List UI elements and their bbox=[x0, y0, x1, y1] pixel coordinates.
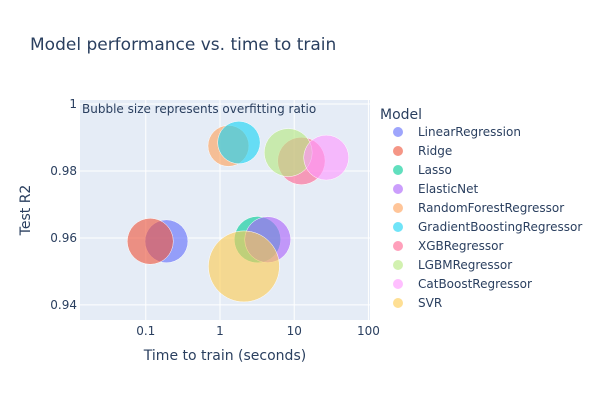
x-axis-ticks: 0.1 1 10 100 bbox=[136, 324, 380, 338]
y-tick-label: 1 bbox=[69, 97, 77, 111]
legend-label: Ridge bbox=[418, 144, 452, 158]
legend-marker bbox=[393, 298, 403, 308]
legend-marker bbox=[393, 279, 403, 289]
legend-marker bbox=[393, 241, 403, 251]
x-tick-label: 100 bbox=[357, 324, 380, 338]
legend-item-lasso[interactable]: Lasso bbox=[393, 163, 452, 177]
legend-label: Lasso bbox=[418, 163, 452, 177]
x-axis-title: Time to train (seconds) bbox=[143, 348, 306, 364]
bubble-gradientboostingregressor[interactable] bbox=[217, 121, 261, 165]
legend-item-gradientboostingregressor[interactable]: GradientBoostingRegressor bbox=[393, 220, 582, 234]
bubble-catboostregressor[interactable] bbox=[303, 134, 349, 181]
legend-marker bbox=[393, 203, 403, 213]
legend-label: CatBoostRegressor bbox=[418, 277, 532, 291]
legend-marker bbox=[393, 260, 403, 270]
bubble-ridge[interactable] bbox=[127, 218, 174, 265]
legend-marker bbox=[393, 127, 403, 137]
legend-item-xgbregressor[interactable]: XGBRegressor bbox=[393, 239, 503, 253]
legend-label: XGBRegressor bbox=[418, 239, 503, 253]
bubbles bbox=[127, 121, 349, 303]
legend-item-lgbmregressor[interactable]: LGBMRegressor bbox=[393, 258, 512, 272]
chart-title: Model performance vs. time to train bbox=[30, 35, 336, 55]
legend-marker bbox=[393, 146, 403, 156]
y-tick-label: 0.98 bbox=[50, 164, 77, 178]
y-axis-ticks: 0.94 0.96 0.98 1 bbox=[50, 97, 77, 312]
legend-marker bbox=[393, 222, 403, 232]
legend-marker bbox=[393, 184, 403, 194]
legend-label: GradientBoostingRegressor bbox=[418, 220, 582, 234]
legend-label: LinearRegression bbox=[418, 125, 521, 139]
legend-item-elasticnet[interactable]: ElasticNet bbox=[393, 182, 479, 196]
legend-marker bbox=[393, 165, 403, 175]
legend-item-randomforestregressor[interactable]: RandomForestRegressor bbox=[393, 201, 564, 215]
legend-item-catboostregressor[interactable]: CatBoostRegressor bbox=[393, 277, 532, 291]
x-tick-label: 0.1 bbox=[136, 324, 155, 338]
legend-item-linearregression[interactable]: LinearRegression bbox=[393, 125, 521, 139]
legend-item-svr[interactable]: SVR bbox=[393, 296, 442, 310]
legend-label: ElasticNet bbox=[418, 182, 479, 196]
y-tick-label: 0.94 bbox=[50, 298, 77, 312]
legend-title: Model bbox=[380, 107, 422, 123]
legend[interactable]: LinearRegression Ridge Lasso ElasticNet Rand… bbox=[393, 125, 582, 310]
y-axis-title: Test R2 bbox=[18, 185, 34, 237]
size-annotation: Bubble size represents overfitting ratio bbox=[82, 102, 316, 116]
legend-item-ridge[interactable]: Ridge bbox=[393, 144, 452, 158]
y-tick-label: 0.96 bbox=[50, 231, 77, 245]
x-tick-label: 1 bbox=[216, 324, 224, 338]
bubble-svr[interactable] bbox=[208, 230, 280, 303]
legend-label: RandomForestRegressor bbox=[418, 201, 564, 215]
x-tick-label: 10 bbox=[287, 324, 302, 338]
legend-label: SVR bbox=[418, 296, 442, 310]
legend-label: LGBMRegressor bbox=[418, 258, 512, 272]
